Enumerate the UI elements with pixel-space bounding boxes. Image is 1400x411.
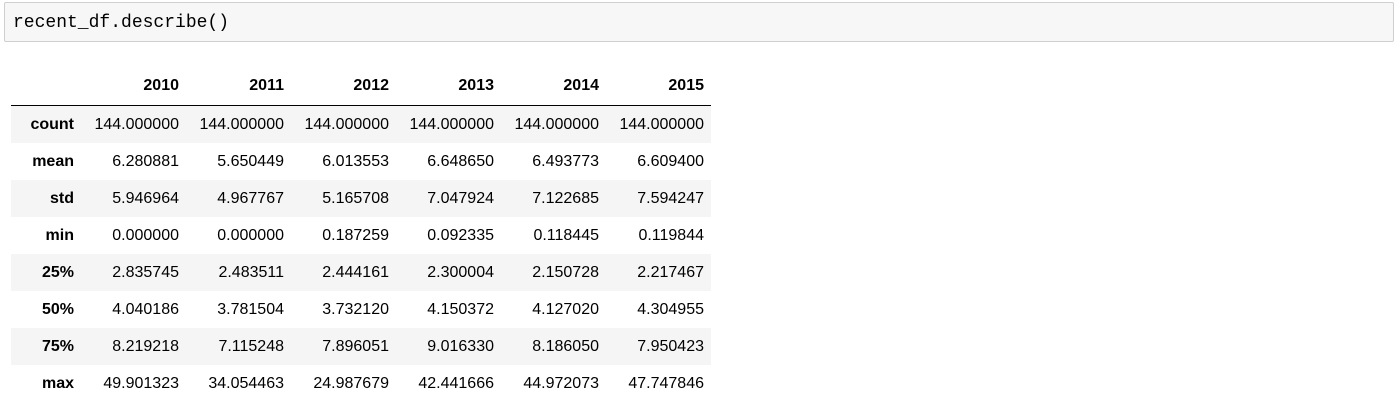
table-cell: 8.186050 [532, 337, 599, 355]
row-label: count [30, 115, 74, 133]
table-cell: 4.304955 [637, 300, 704, 318]
table-row: std 5.946964 4.967767 5.165708 7.047924 … [11, 180, 711, 217]
table-cell: 2.444161 [322, 263, 389, 281]
table-cell: 6.493773 [532, 152, 599, 170]
column-header: 2013 [396, 66, 501, 106]
column-header: 2011 [186, 66, 291, 106]
table-cell: 5.650449 [217, 152, 284, 170]
table-cell: 34.054463 [208, 374, 284, 392]
table-cell: 2.300004 [427, 263, 494, 281]
table-cell: 7.896051 [322, 337, 389, 355]
table-cell: 5.946964 [112, 189, 179, 207]
table-cell: 2.150728 [532, 263, 599, 281]
code-text[interactable]: recent_df.describe() [13, 13, 230, 33]
row-label: 50% [41, 300, 74, 318]
table-cell: 49.901323 [103, 374, 179, 392]
table-cell: 6.648650 [427, 152, 494, 170]
table-cell: 7.047924 [427, 189, 494, 207]
table-row: count 144.000000 144.000000 144.000000 1… [11, 105, 711, 143]
table-cell: 3.781504 [217, 300, 284, 318]
table-cell: 2.483511 [218, 263, 284, 281]
table-cell: 7.950423 [637, 337, 704, 355]
table-cell: 0.118445 [533, 226, 599, 244]
row-label: std [50, 189, 74, 207]
table-row: 25% 2.835745 2.483511 2.444161 2.300004 … [11, 254, 711, 291]
table-cell: 5.165708 [322, 189, 389, 207]
code-input-cell[interactable]: recent_df.describe() [4, 2, 1394, 42]
row-label: mean [32, 152, 74, 170]
table-row: mean 6.280881 5.650449 6.013553 6.648650… [11, 143, 711, 180]
table-cell: 0.187259 [322, 226, 389, 244]
table-cell: 0.092335 [427, 226, 494, 244]
table-cell: 144.000000 [199, 115, 284, 133]
table-cell: 9.016330 [427, 337, 494, 355]
table-cell: 4.127020 [532, 300, 599, 318]
describe-output-table: 2010 2011 2012 2013 2014 2015 count 144.… [11, 66, 711, 402]
table-row: 75% 8.219218 7.115248 7.896051 9.016330 … [11, 328, 711, 365]
table-cell: 42.441666 [418, 374, 494, 392]
table-cell: 4.150372 [427, 300, 494, 318]
table-cell: 144.000000 [94, 115, 179, 133]
row-label: min [45, 226, 74, 244]
table-cell: 0.000000 [112, 226, 179, 244]
table-cell: 0.000000 [217, 226, 284, 244]
table-cell: 144.000000 [514, 115, 599, 133]
table-cell: 4.040186 [112, 300, 179, 318]
table-cell: 144.000000 [409, 115, 494, 133]
table-cell: 7.115248 [218, 337, 284, 355]
column-header: 2014 [501, 66, 606, 106]
table-cell: 2.217467 [637, 263, 704, 281]
column-header: 2010 [81, 66, 186, 106]
table-cell: 144.000000 [619, 115, 704, 133]
table-row: max 49.901323 34.054463 24.987679 42.441… [11, 365, 711, 402]
index-header [11, 66, 81, 106]
column-header: 2012 [291, 66, 396, 106]
row-label: 75% [41, 337, 74, 355]
table-header-row: 2010 2011 2012 2013 2014 2015 [11, 66, 711, 106]
column-header: 2015 [606, 66, 711, 106]
row-label: 25% [41, 263, 74, 281]
table-cell: 3.732120 [322, 300, 389, 318]
table-cell: 44.972073 [523, 374, 599, 392]
table-cell: 7.122685 [532, 189, 599, 207]
table-cell: 24.987679 [313, 374, 389, 392]
table-cell: 8.219218 [112, 337, 179, 355]
table-cell: 2.835745 [112, 263, 179, 281]
table-row: 50% 4.040186 3.781504 3.732120 4.150372 … [11, 291, 711, 328]
table-cell: 4.967767 [217, 189, 284, 207]
table-cell: 6.013553 [322, 152, 389, 170]
table-cell: 6.609400 [637, 152, 704, 170]
table-cell: 144.000000 [304, 115, 389, 133]
table-cell: 7.594247 [637, 189, 704, 207]
row-label: max [41, 374, 74, 392]
table-row: min 0.000000 0.000000 0.187259 0.092335 … [11, 217, 711, 254]
table-cell: 6.280881 [112, 152, 179, 170]
table-cell: 47.747846 [628, 374, 704, 392]
table-cell: 0.119844 [638, 226, 704, 244]
